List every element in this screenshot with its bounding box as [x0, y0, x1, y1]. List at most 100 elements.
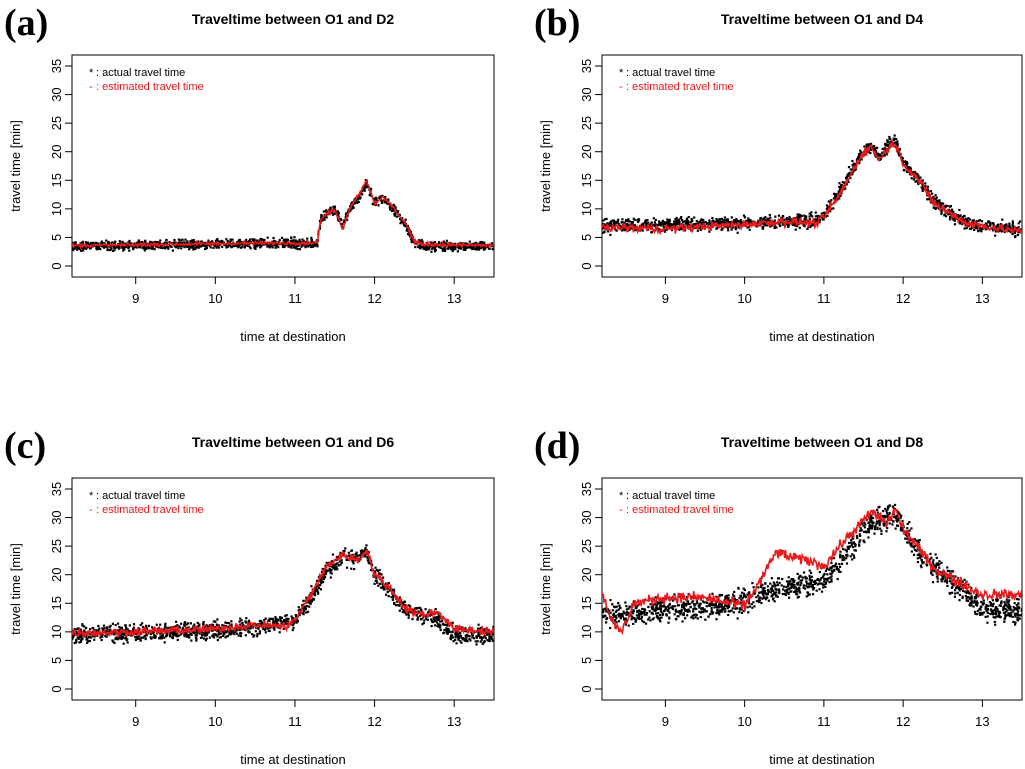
- data-point: [224, 621, 227, 624]
- data-point: [949, 204, 953, 208]
- data-point: [445, 239, 448, 242]
- data-point: [208, 244, 211, 248]
- data-point: [785, 580, 789, 583]
- y-tick-label: 15: [49, 596, 64, 610]
- data-point: [181, 238, 184, 241]
- data-point: [1020, 613, 1022, 616]
- data-point: [211, 629, 214, 632]
- data-point: [724, 607, 727, 610]
- data-point: [718, 222, 721, 225]
- data-point: [384, 582, 388, 585]
- data-point: [85, 634, 88, 638]
- data-point: [398, 609, 401, 612]
- data-point: [720, 217, 724, 220]
- data-point: [345, 218, 349, 222]
- data-point: [316, 579, 319, 582]
- data-point: [863, 521, 866, 524]
- data-point: [654, 218, 657, 222]
- data-point: [117, 245, 120, 248]
- data-point: [741, 591, 744, 594]
- data-point: [361, 193, 364, 196]
- data-point: [221, 624, 224, 627]
- data-point: [447, 247, 450, 250]
- data-point: [111, 622, 114, 625]
- data-point: [735, 218, 738, 221]
- data-point: [667, 220, 670, 223]
- data-point: [139, 639, 142, 642]
- data-point: [159, 623, 162, 626]
- data-point: [75, 641, 78, 644]
- data-point: [269, 626, 272, 629]
- data-point: [428, 247, 431, 250]
- data-point: [881, 147, 884, 150]
- data-point: [870, 520, 873, 523]
- data-point: [333, 205, 337, 208]
- data-point: [292, 239, 295, 242]
- data-point: [415, 242, 418, 245]
- data-point: [81, 240, 84, 244]
- data-point: [350, 549, 353, 553]
- data-point: [1016, 617, 1019, 620]
- data-point: [898, 154, 901, 157]
- data-point: [683, 220, 686, 223]
- data-point: [906, 527, 909, 530]
- data-point: [233, 633, 236, 636]
- data-point: [460, 641, 463, 644]
- y-tick-label: 10: [49, 625, 64, 639]
- data-point: [685, 217, 689, 220]
- data-point: [186, 240, 189, 243]
- data-point: [316, 592, 320, 595]
- data-point: [264, 242, 267, 245]
- data-point: [374, 579, 377, 582]
- data-point: [472, 245, 475, 249]
- data-point: [828, 205, 831, 208]
- data-point: [138, 242, 141, 245]
- data-point: [796, 572, 799, 576]
- data-point: [670, 223, 673, 226]
- data-point: [122, 633, 125, 636]
- data-point: [463, 247, 466, 251]
- data-point: [679, 226, 682, 230]
- data-point: [979, 227, 982, 230]
- data-point: [989, 602, 993, 605]
- data-point: [709, 222, 712, 225]
- data-point: [619, 613, 622, 616]
- data-point: [655, 223, 658, 226]
- data-point: [773, 225, 777, 228]
- data-point: [834, 562, 838, 565]
- data-point: [159, 239, 162, 242]
- data-point: [308, 600, 312, 603]
- data-point: [431, 247, 434, 250]
- data-point: [757, 221, 760, 224]
- data-point: [1018, 614, 1021, 617]
- legend-marker: *: [619, 67, 624, 79]
- data-point: [739, 221, 742, 224]
- data-point: [429, 245, 432, 248]
- panel-letter: (a): [4, 2, 48, 44]
- data-point: [451, 246, 454, 249]
- data-point: [195, 637, 198, 640]
- data-point: [405, 229, 408, 232]
- data-point: [107, 241, 110, 244]
- data-point: [205, 246, 209, 250]
- data-point: [350, 202, 353, 205]
- data-point: [483, 246, 486, 249]
- data-point: [926, 185, 930, 188]
- data-point: [840, 185, 843, 188]
- data-point: [808, 574, 811, 577]
- data-point: [440, 242, 443, 245]
- data-point: [684, 222, 687, 225]
- data-point: [253, 246, 256, 249]
- data-point: [225, 238, 228, 241]
- data-point: [794, 586, 797, 589]
- data-point: [330, 565, 333, 568]
- data-point: [810, 579, 814, 582]
- data-point: [217, 240, 220, 243]
- data-point: [728, 225, 731, 228]
- data-point: [263, 238, 266, 242]
- data-point: [366, 559, 369, 562]
- data-point: [253, 634, 256, 637]
- data-point: [850, 168, 853, 171]
- data-point: [441, 249, 444, 252]
- data-point: [83, 629, 86, 632]
